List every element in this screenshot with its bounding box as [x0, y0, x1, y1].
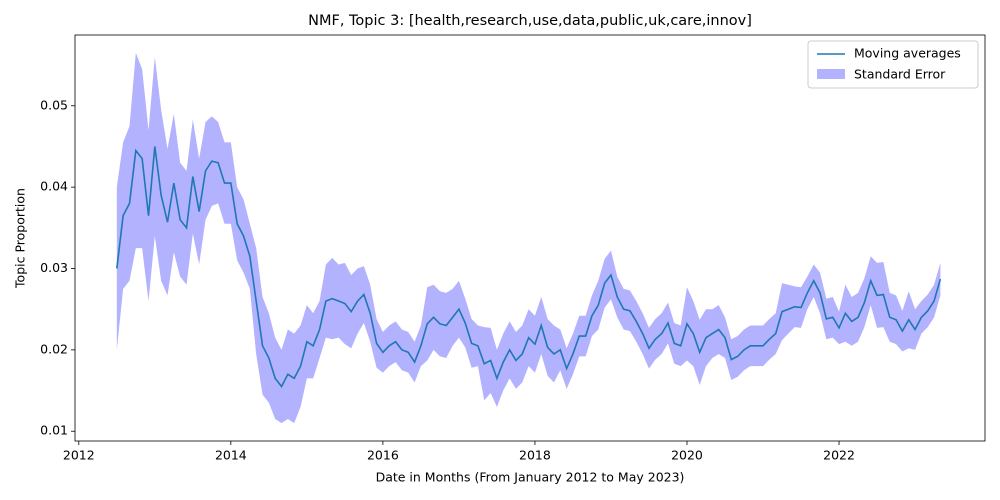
line	[116, 146, 942, 388]
y-tick-label: 0.02	[40, 341, 68, 356]
x-tick-label: 2014	[215, 448, 247, 463]
legend-band-swatch	[817, 69, 845, 79]
legend-label: Standard Error	[854, 67, 946, 82]
x-tick-label: 2022	[823, 448, 855, 463]
legend: Moving averages Standard Error	[807, 40, 979, 89]
plot-frame	[74, 34, 986, 442]
x-tick-label: 2012	[63, 448, 95, 463]
x-tick-label: 2020	[671, 448, 703, 463]
y-tick-label: 0.05	[40, 97, 68, 112]
y-tick-label: 0.01	[40, 423, 68, 438]
legend-box	[807, 40, 979, 89]
standard-error-band	[116, 52, 941, 424]
y-tick-label: 0.03	[40, 260, 68, 275]
chart-title: NMF, Topic 3: [health,research,use,data,…	[308, 13, 752, 29]
x-tick-label: 2016	[367, 448, 399, 463]
legend-label: Moving averages	[854, 46, 961, 61]
y-tick-label: 0.04	[40, 179, 68, 194]
y-axis-label: Topic Proportion	[13, 188, 28, 289]
x-axis-label: Date in Months (From January 2012 to May…	[376, 470, 685, 485]
x-tick-label: 2018	[519, 448, 551, 463]
